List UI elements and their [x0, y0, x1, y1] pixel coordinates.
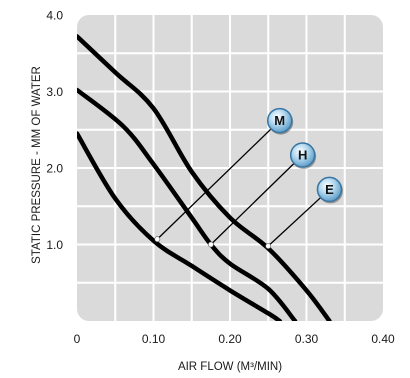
- x-tick-label: 0: [74, 332, 81, 346]
- y-axis-title: STATIC PRESSURE - MM OF WATER: [31, 66, 43, 264]
- callout-line-m: [156, 120, 281, 240]
- x-tick-label: 0.10: [142, 332, 166, 346]
- badge-label-h: H: [298, 147, 307, 162]
- curves: [77, 34, 332, 321]
- y-tick-label: 1.0: [46, 238, 63, 252]
- y-tick-label: 2.0: [46, 162, 63, 176]
- grid-lines: [77, 15, 383, 321]
- callout-lines: [154, 120, 330, 249]
- badge-h: [289, 142, 316, 168]
- x-axis-title: AIR FLOW (M³/MIN): [178, 361, 282, 373]
- curve-h: [77, 87, 298, 321]
- x-tick-label: 0.20: [218, 332, 242, 346]
- badge-label-e: E: [325, 182, 334, 197]
- operating-point-m: [154, 236, 161, 243]
- callout-line-e: [267, 188, 330, 247]
- curve-e: [77, 131, 282, 321]
- y-axis-ticks: 1.0 2.0 3.0 4.0: [46, 9, 63, 253]
- callout-line-h: [210, 154, 304, 245]
- x-axis-ticks: 0 0.10 0.20 0.30 0.40: [74, 332, 395, 346]
- x-tick-label: 0.40: [371, 332, 395, 346]
- curve-m: [77, 34, 332, 321]
- curve-badges: M H E: [266, 107, 343, 204]
- x-tick-label: 0.30: [295, 332, 319, 346]
- badge-e: [316, 176, 343, 203]
- badge-m: [266, 107, 293, 134]
- badge-label-m: M: [274, 113, 285, 128]
- y-tick-label: 3.0: [46, 85, 63, 99]
- y-tick-label: 4.0: [46, 9, 63, 23]
- operating-point-e: [265, 243, 272, 249]
- operating-point-h: [207, 241, 214, 248]
